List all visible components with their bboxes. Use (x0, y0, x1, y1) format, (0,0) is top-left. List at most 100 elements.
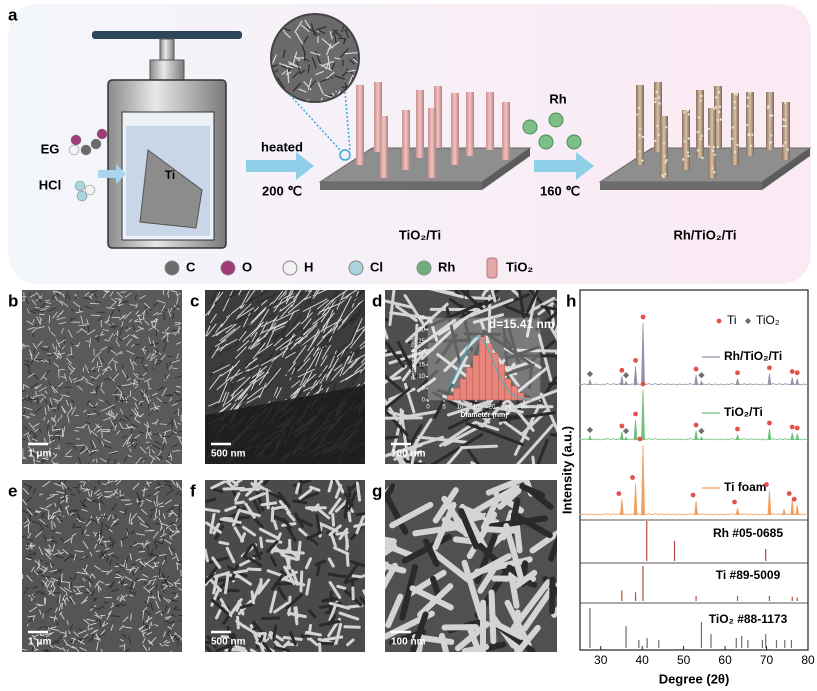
texture (98, 399, 104, 402)
texture (146, 615, 150, 623)
texture (260, 616, 281, 621)
texture (166, 338, 169, 343)
texture (94, 301, 102, 303)
texture (169, 586, 174, 589)
texture (81, 504, 88, 508)
ti-marker (690, 492, 696, 498)
texture (59, 352, 65, 355)
texture (44, 553, 52, 560)
texture (46, 538, 53, 541)
texture (164, 539, 172, 545)
texture (92, 597, 98, 601)
texture (283, 327, 303, 340)
texture (349, 356, 361, 369)
tio2-marker (622, 427, 630, 435)
texture (170, 290, 178, 293)
texture (148, 586, 155, 592)
texture (31, 327, 38, 334)
texture (349, 560, 365, 568)
texture (95, 386, 100, 389)
texture (89, 551, 93, 557)
texture (60, 572, 63, 583)
texture (147, 396, 150, 400)
y-tick-label: 5 (422, 386, 426, 392)
texture (153, 480, 156, 481)
texture (51, 539, 57, 544)
texture (22, 414, 30, 418)
particle (782, 144, 785, 147)
texture (133, 357, 138, 363)
texture (353, 522, 365, 528)
texture (23, 425, 28, 430)
texture (310, 51, 321, 56)
texture (173, 634, 179, 641)
texture (138, 431, 148, 435)
particle (733, 107, 736, 110)
texture (362, 422, 365, 426)
particle (767, 105, 770, 108)
texture (35, 295, 43, 302)
texture (99, 457, 107, 463)
texture (54, 400, 60, 404)
texture (27, 432, 31, 437)
texture (165, 578, 169, 588)
texture (109, 536, 113, 541)
texture (128, 591, 134, 594)
texture (331, 62, 336, 71)
texture (60, 613, 65, 620)
texture (314, 290, 319, 295)
texture (26, 308, 30, 314)
texture (269, 630, 284, 642)
texture (299, 570, 304, 593)
texture (205, 548, 209, 563)
texture (39, 316, 43, 321)
texture (51, 417, 57, 423)
texture (238, 515, 251, 520)
texture (132, 482, 140, 490)
texture (86, 399, 90, 405)
particle (697, 116, 700, 119)
texture (293, 606, 299, 626)
texture (80, 327, 88, 334)
texture (130, 427, 133, 434)
y-tick-label: 0 (422, 398, 426, 404)
plot-frame (579, 289, 809, 651)
texture (283, 328, 292, 338)
texture (209, 373, 222, 390)
texture (95, 633, 99, 641)
texture (488, 515, 549, 530)
texture (32, 342, 38, 350)
atom (68, 144, 80, 156)
zoom-line (289, 94, 341, 151)
texture (180, 639, 182, 641)
texture (119, 399, 129, 402)
texture (525, 290, 540, 315)
texture (75, 648, 80, 652)
texture (325, 71, 335, 80)
texture (152, 433, 160, 436)
texture (153, 402, 157, 410)
texture (46, 424, 49, 434)
texture (417, 435, 468, 444)
texture (129, 304, 137, 306)
rh-particle (548, 112, 564, 128)
texture (512, 569, 538, 590)
texture (292, 499, 308, 505)
texture (348, 351, 355, 363)
texture (154, 540, 164, 545)
texture (318, 302, 341, 313)
texture (50, 577, 60, 582)
texture (241, 624, 262, 638)
texture (329, 350, 343, 358)
texture (348, 58, 355, 65)
texture (42, 579, 48, 587)
texture (295, 31, 304, 45)
texture (51, 435, 60, 441)
texture (141, 573, 149, 578)
panel-label: d (372, 291, 382, 310)
texture (100, 407, 108, 412)
reactor-screw (159, 38, 175, 62)
texture (53, 415, 57, 420)
texture (93, 486, 96, 492)
texture (395, 454, 403, 464)
